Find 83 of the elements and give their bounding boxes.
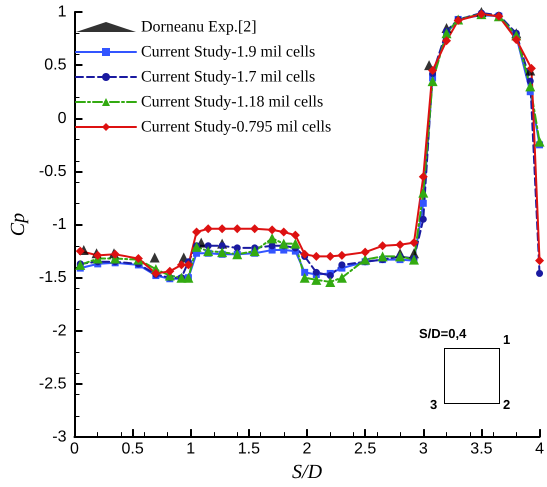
point — [536, 270, 544, 277]
point — [534, 136, 545, 147]
x-tick-label: 2 — [302, 440, 312, 458]
point — [418, 172, 428, 182]
annotation: S/D=0,4 — [419, 326, 466, 341]
point — [150, 252, 160, 262]
x-tick-label: 1 — [186, 440, 196, 458]
y-tick-label: 0.5 — [44, 56, 67, 74]
annotation: 3 — [430, 397, 438, 412]
y-tick-label: 0 — [58, 110, 67, 127]
point — [526, 64, 536, 73]
y-tick-label: -3 — [52, 428, 67, 446]
point — [290, 238, 300, 249]
point — [204, 224, 213, 234]
point — [378, 241, 388, 250]
x-tick-label: 0.5 — [121, 440, 144, 458]
x-tick-label: 0 — [70, 440, 80, 458]
point — [312, 252, 321, 261]
point — [336, 272, 347, 283]
point — [326, 252, 335, 261]
point — [192, 227, 202, 236]
point — [312, 268, 320, 276]
x-tick-label: 3 — [418, 440, 428, 458]
point — [420, 216, 427, 223]
legend-label: Current Study-1.9 mil cells — [141, 44, 316, 60]
point — [75, 260, 86, 270]
y-tick-label: -1 — [52, 216, 67, 234]
y-tick-label: -1.5 — [38, 269, 67, 286]
point — [218, 242, 226, 250]
point — [512, 35, 521, 44]
point — [420, 200, 427, 207]
point — [278, 238, 289, 249]
x-tick-label: 2.5 — [354, 440, 376, 458]
y-axis-title: Cp — [7, 212, 29, 236]
point — [300, 250, 310, 259]
point — [338, 261, 346, 268]
point — [290, 230, 300, 240]
point — [151, 268, 160, 278]
y-tick-label: -0.5 — [38, 162, 67, 180]
point — [408, 254, 419, 265]
point — [93, 250, 102, 260]
point — [232, 224, 242, 234]
point — [300, 272, 310, 283]
point — [268, 225, 277, 234]
y-tick-label: -2.5 — [38, 375, 67, 392]
point — [217, 247, 228, 258]
point — [337, 250, 346, 260]
y-tick-label: -2 — [52, 322, 67, 340]
legend-label: Dorneanu Exp.[2] — [141, 18, 257, 36]
point — [378, 251, 388, 262]
point — [326, 272, 334, 280]
point — [203, 246, 214, 256]
point — [176, 260, 186, 270]
point — [184, 260, 193, 270]
point — [442, 36, 452, 46]
point — [250, 224, 260, 234]
point — [428, 66, 438, 75]
point — [535, 256, 544, 266]
point — [525, 81, 536, 92]
annotation: 2 — [503, 397, 510, 412]
legend-label: Current Study-1.18 mil cells — [141, 94, 324, 110]
point — [409, 238, 418, 248]
point — [165, 266, 174, 276]
x-tick-label: 3.5 — [470, 440, 493, 458]
point — [325, 276, 336, 287]
x-tick-label: 4 — [535, 440, 544, 458]
annotation: 1 — [503, 332, 510, 347]
y-tick-label: 1 — [58, 4, 67, 20]
point — [360, 248, 370, 257]
point — [418, 188, 428, 198]
x-axis-title: S/D — [292, 461, 323, 483]
x-tick-label: 1.5 — [238, 440, 260, 458]
point — [396, 240, 405, 250]
legend-label: Current Study-1.7 mil cells — [141, 68, 316, 86]
point — [76, 246, 85, 256]
point — [234, 244, 241, 252]
point — [428, 76, 438, 86]
point — [279, 227, 288, 236]
legend-label: Current Study-0.795 mil cells — [141, 118, 332, 136]
point — [311, 274, 322, 285]
point — [192, 242, 202, 252]
point — [218, 224, 227, 234]
point — [250, 246, 260, 256]
